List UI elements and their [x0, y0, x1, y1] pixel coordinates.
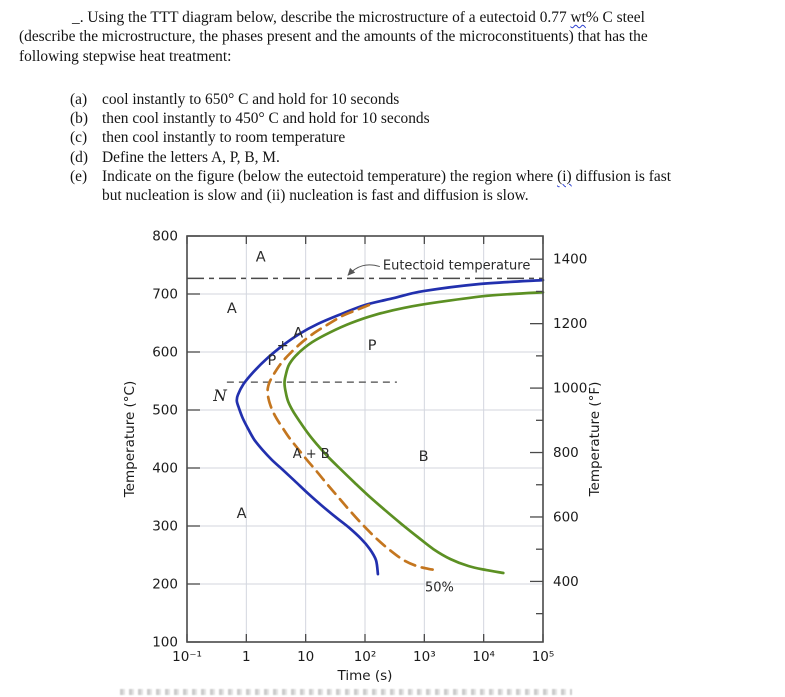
- phase-label-p: P: [268, 353, 277, 369]
- curve-50-percent-transformed: [266, 303, 438, 572]
- c-tick-label: 300: [152, 519, 178, 535]
- phase-label-a: A: [256, 249, 266, 265]
- phase-label-ab: A + B: [293, 447, 330, 462]
- heat-treatment-steps: (a) cool instantly to 650° C and hold fo…: [70, 90, 785, 206]
- curve-transformation-finish: [283, 290, 545, 575]
- question-text: _. Using the TTT diagram below, describe…: [19, 8, 769, 66]
- phase-label-50: 50%: [425, 580, 454, 595]
- spellcheck-flagged-word: wt: [570, 9, 586, 26]
- item-text: then cool instantly to room temperature: [102, 129, 346, 147]
- f-tick-label: 1400: [553, 252, 587, 268]
- x-tick-label: 10⁻¹: [172, 649, 202, 665]
- x-tick-label: 10⁵: [532, 649, 555, 665]
- phase-label-a: A: [237, 506, 247, 522]
- x-tick-label: 10⁴: [472, 649, 495, 665]
- phase-label-: +: [277, 338, 289, 354]
- item-marker: (c): [70, 129, 88, 147]
- item-e-pre: Indicate on the figure (below the eutect…: [102, 168, 558, 186]
- x-tick-label: 10: [297, 649, 314, 665]
- x-axis-title: Time (s): [337, 668, 393, 684]
- item-text: then cool instantly to 450° C and hold f…: [102, 110, 430, 128]
- x-tick-label: 10²: [354, 649, 377, 665]
- list-item: (e) Indicate on the figure (below the eu…: [70, 167, 785, 206]
- phase-label-a: A: [227, 301, 237, 317]
- c-tick-label: 700: [152, 287, 178, 303]
- curve-transformation-start: [235, 278, 545, 576]
- cropped-text-remnant: [120, 689, 572, 695]
- c-tick-label: 100: [152, 635, 178, 651]
- phase-label-a: A: [293, 325, 303, 341]
- c-tick-label: 500: [152, 403, 178, 419]
- x-tick-label: 10³: [413, 649, 436, 665]
- question-line-1-pre: _. Using the TTT diagram below, describe…: [72, 9, 571, 26]
- list-item: (a) cool instantly to 650° C and hold fo…: [70, 90, 785, 109]
- item-marker: (d): [70, 148, 88, 166]
- question-line-3: following stepwise heat treatment:: [19, 47, 232, 65]
- c-tick-label: 200: [152, 577, 178, 593]
- item-text: Indicate on the figure (below the eutect…: [102, 167, 671, 206]
- phase-label-b: B: [419, 449, 429, 465]
- c-tick-label: 800: [152, 229, 178, 245]
- y-axis-title-fahrenheit: Temperature (°F): [587, 382, 603, 498]
- x-tick-label: 1: [242, 649, 251, 665]
- question-line-2: (describe the microstructure, the phases…: [19, 28, 648, 46]
- y-axis-title-celsius: Temperature (°C): [122, 381, 138, 499]
- eutectoid-temperature-label: Eutectoid temperature: [383, 259, 530, 274]
- list-item: (b) then cool instantly to 450° C and ho…: [70, 109, 785, 128]
- item-e-line1: Indicate on the figure (below the eutect…: [102, 168, 671, 185]
- item-marker: (b): [70, 110, 88, 128]
- item-text: cool instantly to 650° C and hold for 10…: [102, 90, 400, 108]
- spellcheck-flagged-word: (i): [557, 168, 572, 186]
- ttt-diagram: 10⁻¹ 1 10 10² 10³ 10⁴ 10⁵ 800 700 600 500 400 300 200…: [122, 229, 603, 685]
- eutectoid-callout-arrow: [347, 264, 381, 276]
- c-tick-label: 600: [152, 345, 178, 361]
- f-tick-label: 400: [553, 574, 579, 590]
- phase-label-p: P: [368, 338, 377, 354]
- phase-label-n: N: [212, 387, 228, 405]
- list-item: (d) Define the letters A, P, B, M.: [70, 148, 785, 167]
- item-e-post: diffusion is fast: [571, 168, 671, 186]
- f-tick-label: 800: [553, 445, 579, 461]
- f-tick-label: 600: [553, 509, 579, 525]
- item-marker: (e): [70, 168, 88, 186]
- f-tick-label: 1200: [553, 316, 587, 332]
- list-item: (c) then cool instantly to room temperat…: [70, 128, 785, 147]
- item-text: Define the letters A, P, B, M.: [102, 148, 280, 166]
- c-tick-label: 400: [152, 461, 178, 477]
- item-marker: (a): [70, 90, 88, 108]
- item-e-line2: but nucleation is slow and (ii) nucleati…: [102, 187, 529, 205]
- question-line-1: _. Using the TTT diagram below, describe…: [19, 8, 769, 27]
- question-line-1-post: % C steel: [585, 9, 645, 26]
- f-tick-label: 1000: [553, 381, 587, 397]
